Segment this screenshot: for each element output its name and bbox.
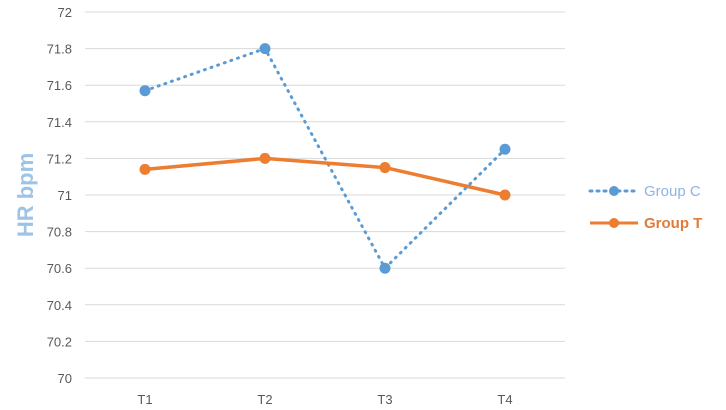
y-tick-label: 71.6 xyxy=(47,78,72,93)
x-tick-label: T3 xyxy=(377,392,392,407)
y-axis-ticks: 70 70.2 70.4 70.6 70.8 71 71.2 71.4 71.6 71.8 72 xyxy=(47,5,72,386)
data-point-group-t xyxy=(139,163,151,175)
data-point-group-t xyxy=(259,152,271,164)
data-point-group-c xyxy=(139,85,151,97)
grid xyxy=(85,11,565,379)
legend-item-group-c: Group C xyxy=(588,183,701,200)
x-tick-label: T2 xyxy=(257,392,272,407)
x-axis-ticks: T1 T2 T3 T4 xyxy=(137,392,512,407)
y-tick-label: 70.6 xyxy=(47,261,72,276)
y-axis-label: HR bpm xyxy=(13,153,38,237)
legend-label-group-c: Group C xyxy=(644,183,701,200)
y-tick-label: 71 xyxy=(58,188,72,203)
legend-marker-group-c xyxy=(609,186,619,196)
series-line-group-c xyxy=(143,47,507,270)
legend-label-group-t: Group T xyxy=(644,215,702,232)
y-tick-label: 71.8 xyxy=(47,42,72,57)
y-tick-label: 70 xyxy=(58,371,72,386)
series-line-group-t xyxy=(143,156,507,197)
x-tick-label: T4 xyxy=(497,392,512,407)
data-point-group-c xyxy=(499,143,511,155)
y-tick-label: 70.8 xyxy=(47,225,72,240)
y-tick-label: 70.4 xyxy=(47,298,72,313)
y-tick-label: 71.2 xyxy=(47,151,72,166)
y-tick-label: 72 xyxy=(58,5,72,20)
legend: Group C Group T xyxy=(588,183,702,232)
data-point-group-t xyxy=(499,189,511,201)
legend-item-group-t: Group T xyxy=(590,215,702,232)
y-tick-label: 71.4 xyxy=(47,115,72,130)
series-group-c xyxy=(139,43,511,274)
data-point-group-c xyxy=(259,43,271,55)
y-tick-label: 70.2 xyxy=(47,334,72,349)
x-tick-label: T1 xyxy=(137,392,152,407)
data-point-group-t xyxy=(379,162,391,174)
series-group-t xyxy=(139,152,511,201)
series xyxy=(139,43,511,274)
legend-marker-group-t xyxy=(609,218,619,228)
data-point-group-c xyxy=(379,262,391,274)
